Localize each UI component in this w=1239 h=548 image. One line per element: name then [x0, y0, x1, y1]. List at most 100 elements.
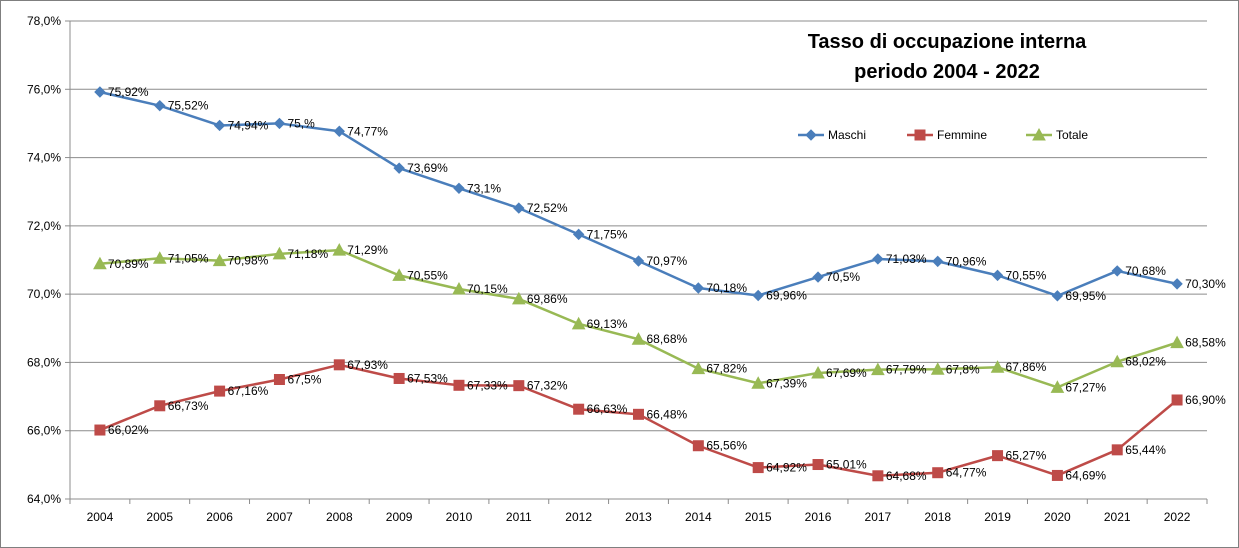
- x-tick-label: 2017: [865, 510, 892, 524]
- data-point-femmine: [94, 424, 106, 436]
- data-point-maschi: [572, 228, 585, 241]
- data-point-totale: [691, 361, 706, 375]
- legend-label: Femmine: [937, 128, 987, 142]
- series-group: [93, 86, 1184, 482]
- x-tick-label: 2009: [386, 510, 413, 524]
- data-label-totale: 71,18%: [287, 247, 328, 261]
- data-label-totale: 67,69%: [826, 366, 867, 380]
- data-point-femmine: [333, 359, 345, 371]
- data-point-maschi: [213, 119, 226, 132]
- data-point-totale: [930, 362, 945, 375]
- data-point-femmine: [573, 403, 585, 415]
- data-point-femmine: [513, 380, 525, 392]
- data-point-femmine: [812, 459, 824, 471]
- data-label-femmine: 67,33%: [467, 378, 508, 392]
- data-label-totale: 69,13%: [587, 317, 628, 331]
- legend-marker: [805, 129, 817, 141]
- data-point-femmine: [872, 470, 884, 482]
- data-point-totale: [332, 243, 347, 256]
- data-point-femmine: [1111, 444, 1123, 456]
- data-label-femmine: 64,92%: [766, 461, 807, 475]
- data-point-totale: [93, 256, 107, 270]
- data-label-femmine: 67,53%: [407, 371, 448, 385]
- data-point-totale: [631, 332, 646, 345]
- y-tick-label: 78,0%: [27, 14, 61, 28]
- data-point-maschi: [872, 253, 884, 265]
- data-label-femmine: 66,48%: [647, 407, 688, 421]
- x-tick-label: 2013: [625, 510, 652, 524]
- data-point-maschi: [1111, 265, 1123, 277]
- data-point-totale: [452, 281, 466, 295]
- series-femmine: [94, 359, 1183, 482]
- data-label-maschi: 70,30%: [1185, 277, 1226, 291]
- data-label-femmine: 64,69%: [1065, 468, 1106, 482]
- y-tick-label: 64,0%: [27, 492, 61, 506]
- axes: 64,0% 66,0% 68,0% 70,0% 72,0% 74,0% 76,0% 78,0%…: [27, 14, 1208, 524]
- legend-item-femmine: Femmine: [907, 128, 987, 142]
- data-point-totale: [152, 251, 167, 264]
- x-tick-label: 2014: [685, 510, 712, 524]
- data-label-femmine: 67,5%: [287, 373, 321, 387]
- data-point-maschi: [752, 289, 764, 302]
- data-label-totale: 67,79%: [886, 363, 927, 377]
- data-point-totale: [571, 316, 586, 330]
- data-point-maschi: [94, 86, 106, 98]
- legend-label: Maschi: [828, 128, 866, 142]
- data-label-femmine: 65,44%: [1125, 443, 1166, 457]
- y-tick-label: 72,0%: [27, 219, 61, 233]
- data-label-maschi: 74,94%: [228, 118, 269, 132]
- data-label-totale: 71,29%: [347, 243, 388, 257]
- data-label-totale: 70,89%: [108, 257, 149, 271]
- data-point-femmine: [992, 450, 1004, 462]
- series-maschi: [94, 86, 1183, 302]
- data-point-maschi: [632, 255, 645, 267]
- data-label-maschi: 75,92%: [108, 85, 149, 99]
- data-label-femmine: 67,93%: [347, 358, 388, 372]
- x-tick-label: 2021: [1104, 510, 1131, 524]
- data-label-totale: 67,82%: [706, 362, 747, 376]
- data-point-maschi: [1171, 278, 1183, 290]
- x-tick-label: 2010: [446, 510, 473, 524]
- data-label-maschi: 73,69%: [407, 161, 448, 175]
- data-label-maschi: 70,97%: [647, 254, 688, 268]
- data-label-femmine: 64,77%: [946, 466, 987, 480]
- data-label-femmine: 65,01%: [826, 458, 867, 472]
- data-point-maschi: [812, 271, 824, 283]
- x-tick-label: 2018: [924, 510, 951, 524]
- legend-marker: [914, 129, 926, 141]
- data-point-maschi: [154, 99, 166, 112]
- data-label-totale: 68,58%: [1185, 336, 1226, 350]
- data-point-maschi: [991, 269, 1004, 282]
- legend-marker: [1032, 127, 1046, 141]
- data-point-femmine: [453, 379, 465, 391]
- chart-title: Tasso di occupazione interna: [808, 31, 1087, 53]
- series-totale: [93, 243, 1184, 393]
- data-point-totale: [1170, 335, 1184, 349]
- data-label-femmine: 64,68%: [886, 469, 927, 483]
- data-point-totale: [990, 360, 1005, 373]
- data-label-femmine: 66,90%: [1185, 393, 1226, 407]
- data-point-maschi: [273, 117, 286, 130]
- data-point-totale: [1110, 354, 1125, 368]
- data-label-maschi: 69,96%: [766, 289, 807, 303]
- y-tick-label: 70,0%: [27, 287, 61, 301]
- data-labels: 75,92% 75,52% 74,94% 75,% 74,77% 73,69% 73,1% 7…: [108, 85, 1226, 483]
- data-label-femmine: 66,73%: [168, 399, 209, 413]
- data-label-maschi: 75,52%: [168, 99, 209, 113]
- data-label-totale: 68,68%: [647, 332, 688, 346]
- data-point-totale: [392, 268, 406, 281]
- x-tick-label: 2019: [984, 510, 1011, 524]
- data-label-femmine: 67,32%: [527, 379, 568, 393]
- data-point-totale: [1050, 380, 1065, 393]
- x-tick-label: 2008: [326, 510, 353, 524]
- data-point-maschi: [692, 282, 705, 294]
- data-point-femmine: [1171, 394, 1183, 406]
- data-point-totale: [871, 362, 885, 376]
- data-point-femmine: [154, 400, 166, 412]
- data-point-femmine: [1051, 469, 1063, 481]
- data-label-maschi: 71,03%: [886, 252, 927, 266]
- data-label-totale: 70,98%: [228, 254, 269, 268]
- data-label-maschi: 70,5%: [826, 270, 860, 284]
- data-label-totale: 70,15%: [467, 282, 508, 296]
- data-label-totale: 67,86%: [1006, 360, 1047, 374]
